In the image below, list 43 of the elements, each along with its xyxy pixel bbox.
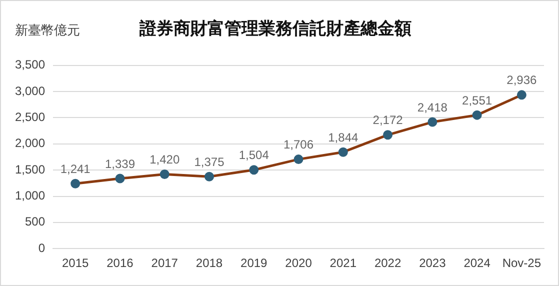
point <box>160 170 170 180</box>
point <box>294 154 304 164</box>
data-label: 1,241 <box>60 162 91 176</box>
data-label: 2,936 <box>506 73 538 88</box>
point <box>428 117 438 127</box>
x-tick-label: 2019 <box>240 256 268 270</box>
data-label: 2,418 <box>417 100 448 114</box>
point <box>338 147 348 157</box>
point <box>472 110 482 120</box>
point <box>204 172 214 182</box>
y-axis-title: 新臺幣億元 <box>15 22 80 38</box>
x-tick-label: 2021 <box>330 256 357 270</box>
x-tick-label: 2023 <box>419 256 446 270</box>
x-tick-label: 2020 <box>285 256 312 270</box>
data-label: 1,339 <box>104 156 136 171</box>
chart-title: 證券商財富管理業務信託財產總金額 <box>138 18 412 38</box>
x-tick-label: 2018 <box>196 256 223 270</box>
data-label: 1,420 <box>150 152 180 167</box>
point <box>516 90 526 100</box>
y-tick-label: 1,000 <box>15 188 46 203</box>
y-tick-label: 3,500 <box>15 58 46 72</box>
point <box>115 174 125 184</box>
x-tick-label: 2022 <box>374 256 402 270</box>
data-label: 1,706 <box>284 138 314 152</box>
x-tick-label: 2024 <box>464 256 491 270</box>
x-tick-label: 2015 <box>62 256 90 270</box>
data-label: 2,172 <box>372 113 404 128</box>
data-label: 1,844 <box>328 130 358 144</box>
y-tick-label: 2,500 <box>15 110 46 124</box>
y-tick-label: 3,000 <box>15 84 46 98</box>
x-tick-label: 2016 <box>106 256 134 270</box>
point <box>249 165 259 175</box>
x-tick-label: 2017 <box>151 256 178 270</box>
data-label: 1,504 <box>238 148 270 162</box>
y-tick-label: 2,000 <box>15 136 46 150</box>
y-tick-label: 500 <box>25 214 46 229</box>
data-label: 1,375 <box>194 154 225 169</box>
data-label: 2,551 <box>462 93 492 108</box>
point <box>383 130 393 140</box>
x-tick-label: Nov-25 <box>502 256 542 270</box>
y-tick-label: 1,500 <box>15 162 46 176</box>
point <box>70 178 80 188</box>
y-tick-label: 0 <box>38 240 46 255</box>
